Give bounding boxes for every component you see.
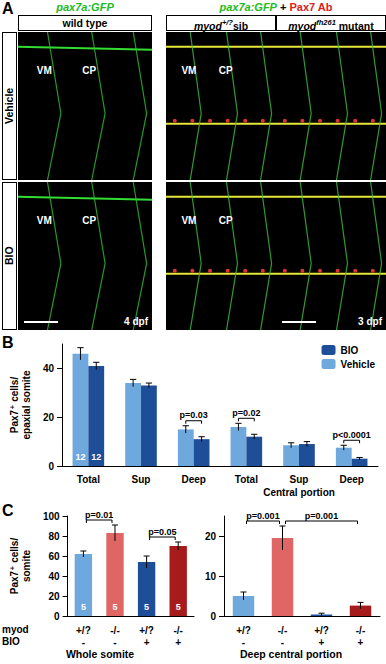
html-text:pax7a:GFP: pax7a:GFP — [56, 1, 114, 13]
svg-text:Sup: Sup — [290, 474, 309, 485]
html-text:A: A — [2, 0, 14, 17]
html-text:CP: CP — [218, 64, 233, 76]
svg-text:0: 0 — [48, 461, 54, 472]
svg-text:p=0.01: p=0.01 — [85, 510, 113, 520]
svg-text:Total: Total — [235, 474, 258, 485]
svg-text:-: - — [82, 637, 85, 648]
svg-text:Total: Total — [77, 474, 100, 485]
html-text:myodfh261mutant: myodfh261mutant — [288, 18, 374, 32]
svg-text:0: 0 — [54, 611, 60, 622]
svg-text:p=0.001: p=0.001 — [246, 511, 279, 521]
html-text:myod+/?sib: myod+/?sib — [193, 18, 249, 32]
svg-text:40: 40 — [43, 363, 55, 374]
svg-text:12: 12 — [91, 452, 101, 462]
svg-text:p<0.0001: p<0.0001 — [333, 430, 371, 440]
html-text:CP: CP — [82, 64, 97, 76]
html-text:C: C — [2, 502, 14, 519]
svg-text:+: + — [319, 637, 325, 648]
svg-text:5: 5 — [81, 602, 86, 612]
svg-text:100: 100 — [43, 511, 60, 522]
svg-text:-/-: -/- — [173, 625, 182, 636]
svg-text:60: 60 — [48, 551, 60, 562]
svg-text:Whole somite: Whole somite — [66, 648, 134, 660]
svg-text:Pax7⁺ cells/: Pax7⁺ cells/ — [9, 377, 20, 434]
svg-text:somite: somite — [21, 549, 32, 582]
svg-text:-: - — [113, 637, 116, 648]
svg-text:Deep: Deep — [339, 474, 363, 485]
html-text:3 dpf: 3 dpf — [358, 316, 382, 327]
svg-text:+: + — [358, 637, 364, 648]
html-text:VM: VM — [36, 64, 52, 76]
svg-text:p=0.05: p=0.05 — [148, 527, 176, 537]
svg-text:myod: myod — [2, 624, 29, 635]
svg-text:20: 20 — [205, 531, 217, 542]
html-text:VM: VM — [36, 214, 52, 226]
svg-text:0: 0 — [210, 611, 216, 622]
svg-text:Pax7⁺ cells/: Pax7⁺ cells/ — [9, 538, 20, 595]
svg-text:-: - — [242, 637, 245, 648]
html-text:VM: VM — [181, 64, 197, 76]
svg-text:Vehicle: Vehicle — [341, 359, 376, 370]
svg-text:-: - — [281, 637, 284, 648]
svg-text:12: 12 — [75, 452, 85, 462]
html-text:wild type: wild type — [62, 17, 108, 29]
svg-text:+/?: +/? — [76, 625, 91, 636]
svg-text:p=0.001: p=0.001 — [305, 511, 338, 521]
svg-text:epaxial somite: epaxial somite — [21, 370, 32, 439]
html-text:CP: CP — [82, 214, 97, 226]
svg-text:40: 40 — [48, 571, 60, 582]
html-text:pax7a:GFP + Pax7 Ab: pax7a:GFP + Pax7 Ab — [219, 1, 333, 13]
html-text:Vehicle: Vehicle — [3, 87, 15, 125]
svg-text:-/-: -/- — [356, 625, 365, 636]
html-text:B: B — [2, 334, 14, 351]
svg-text:10: 10 — [205, 571, 217, 582]
svg-text:20: 20 — [43, 412, 55, 423]
svg-text:-/-: -/- — [278, 625, 287, 636]
svg-text:-/-: -/- — [110, 625, 119, 636]
svg-text:Deep central portion: Deep central portion — [240, 648, 342, 660]
svg-text:20: 20 — [48, 591, 60, 602]
svg-text:5: 5 — [176, 602, 181, 612]
html-text:BIO: BIO — [3, 246, 15, 266]
svg-text:p=0.03: p=0.03 — [180, 410, 208, 420]
html-text:CP: CP — [218, 214, 233, 226]
svg-text:p=0.02: p=0.02 — [232, 408, 260, 418]
svg-text:Central portion: Central portion — [263, 487, 335, 498]
svg-text:+: + — [175, 637, 181, 648]
svg-text:Deep: Deep — [181, 474, 205, 485]
svg-text:+/?: +/? — [139, 625, 154, 636]
svg-text:BIO: BIO — [341, 345, 359, 356]
svg-text:5: 5 — [144, 602, 149, 612]
svg-text:+/?: +/? — [314, 625, 329, 636]
html-text:VM: VM — [181, 214, 197, 226]
svg-text:+: + — [144, 637, 150, 648]
svg-text:+/?: +/? — [236, 625, 251, 636]
svg-text:5: 5 — [112, 602, 117, 612]
html-text:4 dpf: 4 dpf — [124, 316, 148, 327]
svg-text:80: 80 — [48, 531, 60, 542]
svg-text:Sup: Sup — [132, 474, 151, 485]
svg-text:BIO: BIO — [2, 636, 20, 647]
